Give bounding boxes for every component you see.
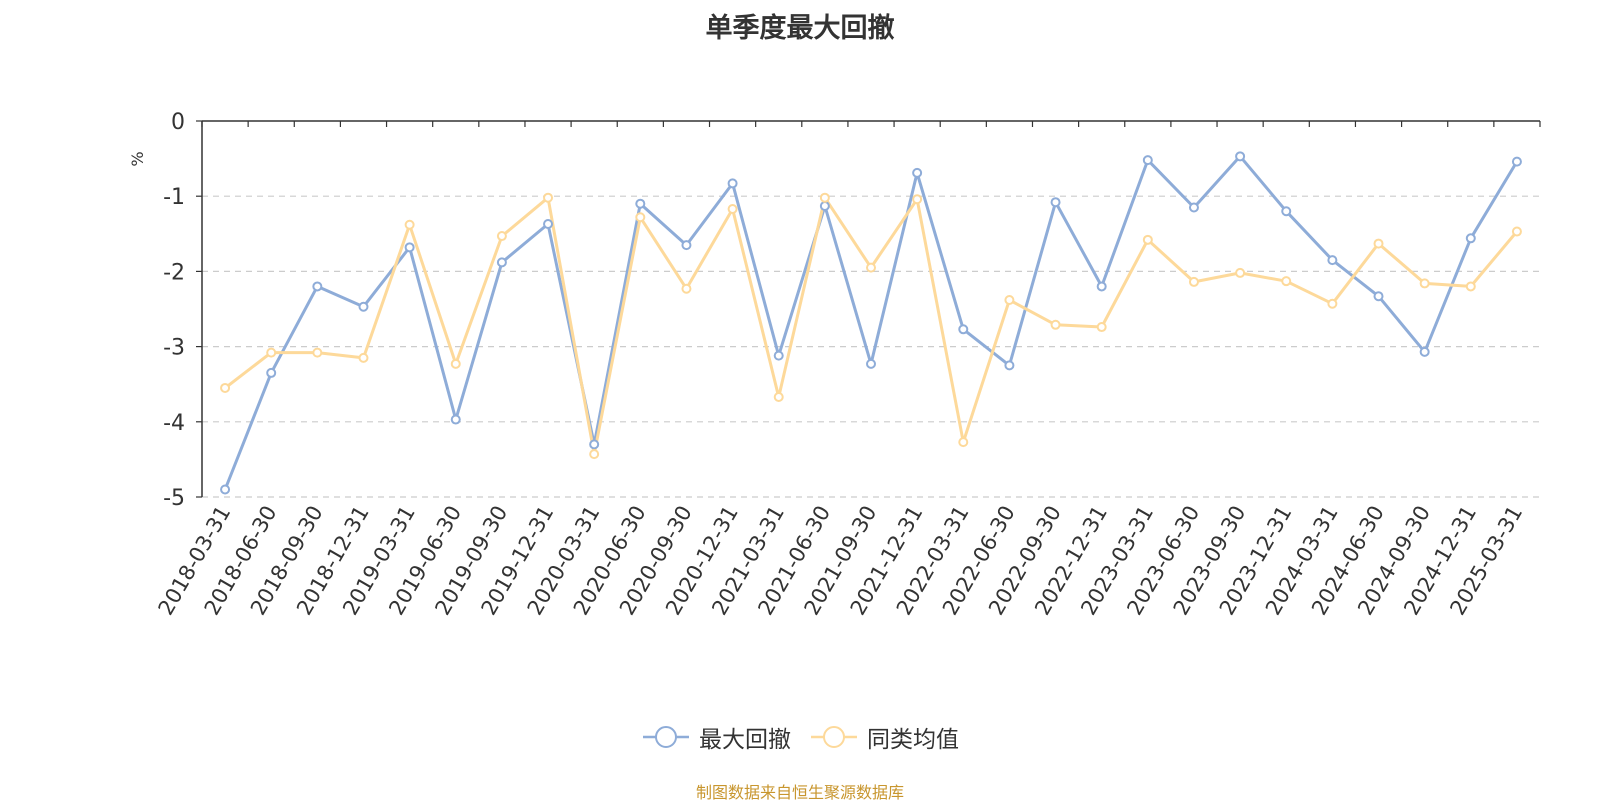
- data-point-max-drawdown: [1235, 151, 1246, 162]
- data-point-max-drawdown: [1327, 255, 1338, 266]
- data-point-max-drawdown: [266, 367, 277, 378]
- series-line-peer-average: [224, 196, 1519, 456]
- legend-line-circle-icon: [811, 726, 857, 748]
- data-point-peer-average: [819, 192, 830, 203]
- data-point-peer-average: [1188, 276, 1199, 287]
- y-tick-label: 0: [171, 110, 185, 135]
- data-point-peer-average: [635, 212, 646, 223]
- data-point-peer-average: [1235, 267, 1246, 278]
- data-point-max-drawdown: [404, 242, 415, 253]
- data-point-peer-average: [589, 449, 600, 460]
- legend-item-peer-average[interactable]: 同类均值: [809, 720, 959, 754]
- data-point-peer-average: [681, 283, 692, 294]
- data-point-peer-average: [1511, 226, 1522, 237]
- source-note: 制图数据来自恒生聚源数据库: [695, 783, 904, 802]
- y-axis-unit-label: %: [128, 151, 147, 166]
- data-point-peer-average: [220, 382, 231, 393]
- data-point-max-drawdown: [912, 167, 923, 178]
- data-point-peer-average: [1050, 319, 1061, 330]
- data-point-max-drawdown: [958, 324, 969, 335]
- data-point-max-drawdown: [866, 358, 876, 369]
- data-point-max-drawdown: [358, 301, 369, 312]
- data-point-peer-average: [450, 358, 461, 369]
- data-points: [220, 151, 1522, 495]
- data-point-max-drawdown: [1281, 206, 1292, 217]
- data-point-peer-average: [404, 219, 415, 230]
- data-point-peer-average: [958, 437, 969, 448]
- data-point-peer-average: [1096, 322, 1107, 333]
- data-point-max-drawdown: [1188, 202, 1199, 213]
- legend-line-circle-icon: [643, 726, 689, 748]
- y-tick-label: -2: [163, 260, 185, 285]
- data-point-max-drawdown: [450, 414, 461, 425]
- data-point-peer-average: [1465, 281, 1476, 292]
- data-point-peer-average: [1281, 276, 1292, 287]
- data-point-max-drawdown: [220, 484, 231, 495]
- data-point-max-drawdown: [1465, 233, 1476, 244]
- data-point-peer-average: [1373, 238, 1384, 249]
- data-point-peer-average: [727, 203, 738, 214]
- legend-label-peer-average: 同类均值: [867, 727, 959, 753]
- data-point-peer-average: [1004, 294, 1015, 305]
- data-point-peer-average: [543, 192, 554, 203]
- data-point-peer-average: [358, 352, 369, 363]
- data-point-max-drawdown: [1004, 360, 1015, 371]
- data-point-peer-average: [866, 262, 876, 273]
- data-point-max-drawdown: [543, 219, 554, 230]
- data-point-max-drawdown: [1419, 346, 1430, 357]
- data-point-max-drawdown: [819, 200, 830, 211]
- data-point-peer-average: [496, 231, 507, 242]
- data-point-max-drawdown: [1142, 155, 1153, 166]
- legend: 最大回撤 同类均值: [0, 720, 1600, 754]
- legend-label-max-drawdown: 最大回撤: [699, 727, 791, 753]
- data-point-max-drawdown: [773, 350, 784, 361]
- y-tick-label: -4: [163, 411, 185, 436]
- axes: 0-1-2-3-4-52018-03-312018-06-302018-09-3…: [154, 110, 1541, 619]
- y-tick-label: -3: [163, 336, 185, 361]
- chart-title: 单季度最大回撤: [705, 13, 895, 44]
- data-point-max-drawdown: [1096, 281, 1107, 292]
- data-point-max-drawdown: [727, 178, 738, 189]
- legend-item-max-drawdown[interactable]: 最大回撤: [641, 720, 791, 754]
- data-point-peer-average: [312, 347, 323, 358]
- series-lines: [223, 154, 1519, 491]
- data-point-peer-average: [1419, 278, 1430, 289]
- data-point-peer-average: [266, 347, 277, 358]
- data-point-max-drawdown: [1050, 197, 1061, 208]
- data-point-max-drawdown: [635, 198, 646, 209]
- data-point-peer-average: [1142, 234, 1153, 245]
- data-point-max-drawdown: [681, 240, 692, 251]
- y-tick-label: -1: [163, 185, 185, 210]
- data-point-max-drawdown: [496, 257, 507, 268]
- data-point-peer-average: [773, 391, 784, 402]
- data-point-max-drawdown: [312, 281, 323, 292]
- data-point-max-drawdown: [1511, 156, 1522, 167]
- data-point-peer-average: [1327, 298, 1338, 309]
- series-line-max-drawdown: [223, 154, 1519, 491]
- y-tick-label: -5: [163, 486, 185, 511]
- data-point-peer-average: [912, 194, 923, 205]
- data-point-max-drawdown: [1373, 291, 1384, 302]
- data-point-max-drawdown: [589, 439, 600, 450]
